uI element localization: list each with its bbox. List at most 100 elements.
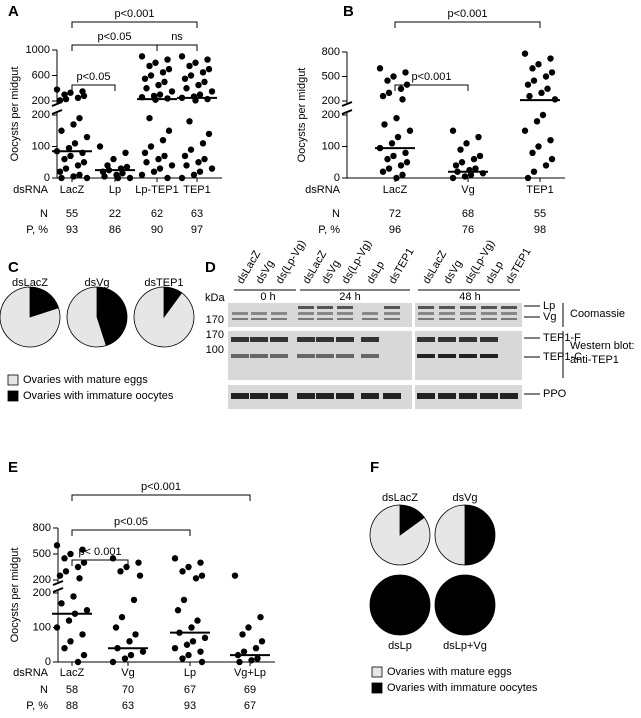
pie-label: dsLacZ [382, 492, 418, 504]
p-value: 93 [66, 224, 78, 236]
dot [67, 152, 74, 160]
dot [110, 155, 117, 163]
n-value: 68 [462, 208, 474, 220]
dot [127, 651, 135, 659]
dot [257, 613, 264, 621]
dot [198, 572, 206, 579]
significance-bracket [71, 529, 191, 536]
dot [403, 159, 411, 166]
dot [542, 73, 550, 80]
band-label: Vg [543, 311, 556, 323]
n-value: 55 [534, 208, 546, 220]
band [362, 312, 378, 315]
y-tick-label: 800 [33, 522, 51, 534]
dot [101, 173, 108, 180]
significance-bracket [156, 44, 198, 51]
dot [381, 121, 388, 128]
lane-label: dsLp [484, 259, 506, 286]
y-tick-label: 200 [33, 574, 51, 586]
band [297, 337, 315, 342]
row-label: dsRNA [13, 667, 49, 679]
y-tick-label: 100 [32, 140, 50, 152]
dot [196, 168, 204, 175]
dot [254, 655, 261, 662]
significance-label: p<0.05 [114, 516, 148, 528]
dot [126, 638, 133, 645]
significance-bracket [71, 494, 251, 501]
p-value: 88 [66, 700, 78, 712]
y-tick-label: 0 [45, 656, 51, 668]
dot [130, 596, 138, 604]
row-label: N [40, 684, 48, 696]
dot [183, 641, 191, 648]
dot [83, 133, 91, 141]
category-label: TEP1 [526, 184, 554, 196]
n-value: 55 [66, 208, 78, 220]
dot [394, 133, 402, 141]
panel-label: F [370, 459, 379, 476]
dot [533, 118, 541, 125]
band [231, 393, 249, 399]
dot [79, 546, 86, 553]
dot [183, 85, 190, 92]
dot [117, 568, 124, 575]
pie-label: dsLacZ [12, 277, 48, 289]
dot [530, 77, 538, 84]
dot [83, 607, 91, 614]
band [480, 354, 498, 358]
category-label: Vg+Lp [234, 667, 266, 679]
legend-swatch [371, 666, 383, 678]
pie-slice [369, 504, 431, 566]
dot [544, 85, 551, 92]
band [271, 312, 287, 315]
band [481, 318, 497, 320]
dot [194, 617, 201, 624]
blot-label: anti-TEP1 [570, 354, 619, 366]
y-axis-label: Oocysts per midgut [9, 548, 21, 643]
dot [74, 563, 82, 571]
dot [138, 53, 146, 60]
dot [406, 127, 414, 134]
p-value: 67 [244, 700, 256, 712]
band [297, 354, 315, 358]
dot [70, 173, 77, 180]
dot [449, 127, 457, 134]
dot [76, 114, 83, 122]
time-label: 48 h [459, 291, 480, 303]
band [418, 318, 434, 320]
dot [135, 559, 142, 566]
row-label: N [40, 208, 48, 220]
dot [155, 81, 162, 89]
kda-marker: 170 [206, 314, 224, 326]
dot [185, 651, 192, 659]
dot [529, 149, 536, 156]
lane-label: dsTEP1 [387, 246, 417, 286]
pie-slice [369, 574, 431, 636]
band [439, 306, 455, 309]
dot [122, 149, 129, 156]
band [250, 337, 268, 342]
blot-label: Coomassie [570, 308, 625, 320]
dot [379, 92, 387, 100]
dot [463, 140, 470, 147]
axis-break [341, 109, 353, 115]
band [438, 337, 456, 342]
dot [384, 77, 391, 84]
pie-label: dsVg [84, 277, 109, 289]
band [298, 306, 314, 309]
pie-slice [434, 574, 496, 636]
dot [521, 127, 529, 134]
axis-break [52, 580, 64, 586]
significance-label: p<0.001 [411, 71, 451, 83]
dot [181, 75, 189, 82]
band [481, 312, 497, 315]
dot [526, 92, 533, 100]
legend-label: Ovaries with immature oocytes [387, 682, 538, 694]
dot [62, 95, 70, 103]
dot [393, 114, 400, 122]
dot [402, 149, 409, 156]
category-label: Vg [121, 667, 134, 679]
dot [475, 133, 482, 141]
dot [138, 171, 146, 179]
